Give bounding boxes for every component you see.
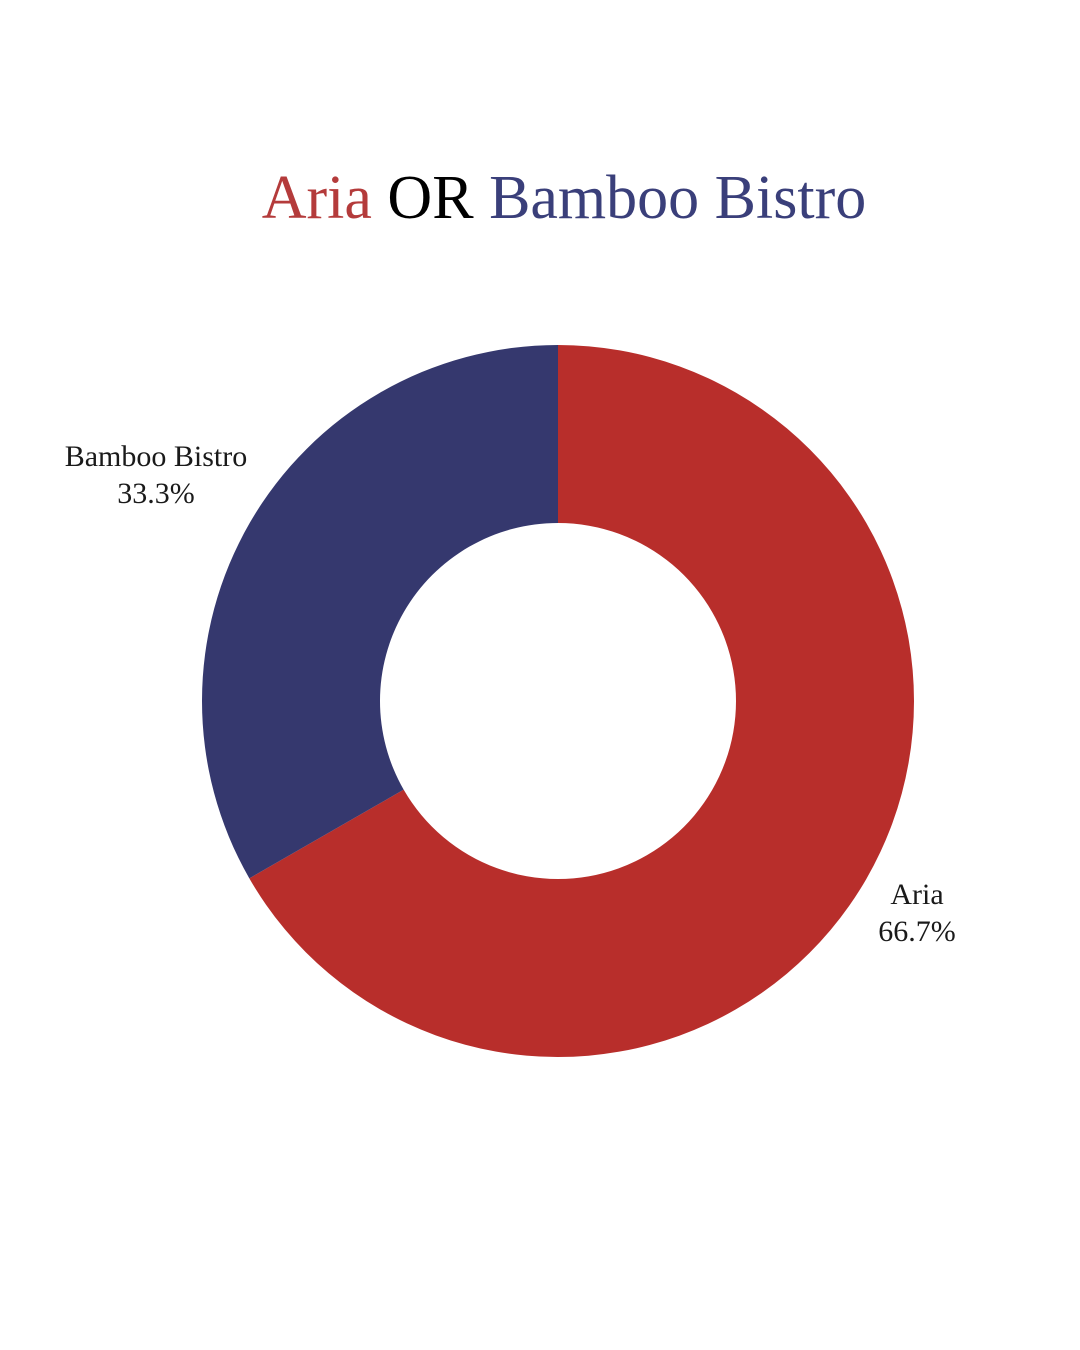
slice-label-aria: Aria 66.7% — [767, 876, 1067, 950]
title-part-bamboo-bistro: Bamboo Bistro — [489, 164, 867, 232]
slice-label-name: Aria — [890, 878, 944, 911]
donut-slices — [201, 345, 914, 1057]
title-part-or: OR — [371, 164, 490, 232]
donut-slice-aria — [249, 345, 914, 1057]
title-part-aria: Aria — [261, 164, 372, 232]
chart-title: Aria OR Bamboo Bistro — [24, 162, 1080, 234]
donut-slice-bamboo-bistro — [201, 345, 558, 879]
slice-label-bamboo-bistro: Bamboo Bistro 33.3% — [6, 438, 306, 512]
slice-label-percent: 66.7% — [878, 915, 956, 948]
slice-label-percent: 33.3% — [117, 477, 195, 510]
slice-label-name: Bamboo Bistro — [64, 440, 248, 473]
